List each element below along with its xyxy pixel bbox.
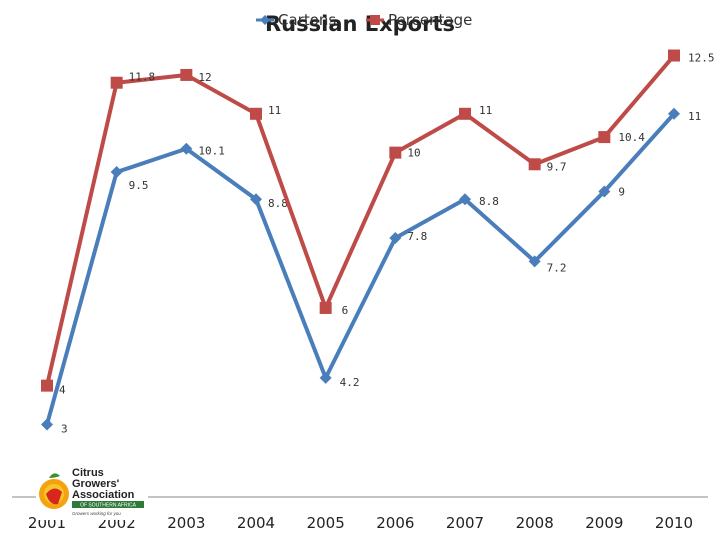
data-point [180, 142, 193, 155]
data-point [389, 232, 402, 245]
data-point [319, 371, 332, 384]
data-point [110, 166, 123, 179]
data-label: 10 [407, 147, 420, 160]
legend-square-icon [370, 15, 380, 25]
legend-diamond-icon [260, 15, 270, 25]
data-label: 9.5 [129, 179, 149, 192]
plot-area: 3 9.5 10.1 8.8 4.2 7.8 8.8 7.2 9 11 4 11.8 12 11 6 10 11… [41, 49, 715, 435]
x-tick-label-2009: 2009 [585, 514, 623, 532]
legend: Cartons Percentage [256, 11, 472, 29]
logo-tagline: Growers working for you [72, 511, 121, 516]
data-label: 11 [688, 110, 701, 123]
x-tick-label-2003: 2003 [167, 514, 205, 532]
data-label: 4 [59, 384, 66, 397]
x-tick-label-2010: 2010 [655, 514, 693, 532]
logo-line-3: Association [72, 489, 135, 501]
data-label: 11 [268, 104, 281, 117]
data-label: 11.8 [129, 71, 156, 84]
data-point [668, 107, 680, 120]
logo-strip-text: OF SOUTHERN AFRICA [80, 503, 137, 509]
data-label: 7.8 [407, 230, 427, 243]
data-point [180, 68, 193, 81]
data-label: 10.4 [618, 131, 645, 144]
data-point [41, 418, 53, 431]
data-label: 10.1 [198, 145, 225, 158]
data-label: 12 [198, 71, 211, 84]
data-label: 4.2 [340, 376, 360, 389]
orange-segment-icon [46, 488, 62, 505]
x-tick-label-2004: 2004 [237, 514, 275, 532]
data-label: 7.2 [547, 261, 567, 274]
data-point [598, 185, 611, 198]
series-line-cartons [45, 112, 676, 425]
logo-line-1: Citrus [72, 467, 104, 479]
data-point [459, 107, 471, 120]
data-label: 9 [618, 185, 625, 198]
data-point [250, 107, 262, 120]
data-label: 8.8 [479, 195, 499, 208]
data-point [110, 76, 123, 89]
data-label: 3 [61, 422, 68, 435]
data-point [528, 158, 541, 171]
x-tick-label-2006: 2006 [376, 514, 414, 532]
legend-label-percentage: Percentage [388, 11, 472, 29]
logo-line-2: Growers' [72, 478, 120, 490]
data-point [250, 193, 262, 206]
citrus-growers-association-logo: Citrus Growers' Association OF SOUTHERN … [36, 464, 148, 520]
data-label: 9.7 [547, 160, 567, 173]
data-point [459, 193, 471, 206]
series-percentage: 4 11.8 12 11 6 10 11 9.7 10.4 12.5 [41, 49, 715, 397]
x-tick-label-2005: 2005 [307, 514, 345, 532]
legend-label-cartons: Cartons [278, 11, 336, 29]
data-point [389, 146, 402, 159]
series-cartons: 3 9.5 10.1 8.8 4.2 7.8 8.8 7.2 9 11 [41, 107, 701, 435]
data-label: 8.8 [268, 197, 288, 210]
logo-strip [72, 501, 144, 508]
series-line-percentage [45, 54, 676, 387]
data-label: 6 [342, 304, 349, 317]
leaf-icon [49, 473, 60, 478]
x-tick-label-2008: 2008 [516, 514, 554, 532]
data-point [528, 255, 541, 268]
data-label: 12.5 [688, 52, 715, 65]
data-label: 11 [479, 104, 492, 117]
data-point [41, 379, 53, 392]
data-point [598, 131, 611, 144]
x-tick-label-2007: 2007 [446, 514, 484, 532]
data-point [319, 301, 332, 314]
chart-title: Russian Exports [265, 12, 455, 36]
data-point [668, 49, 680, 62]
